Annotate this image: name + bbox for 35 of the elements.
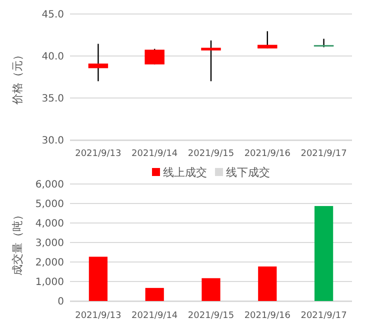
bar <box>88 256 108 301</box>
x-tick-label: 2021/9/13 <box>75 149 122 159</box>
y-tick-label: 5,000 <box>35 199 64 210</box>
x-tick-label: 2021/9/17 <box>300 149 347 159</box>
x-tick-label: 2021/9/16 <box>244 311 291 321</box>
y-tick-label: 0 <box>58 296 64 308</box>
y-axis-title: 价格（元） <box>11 50 24 106</box>
y-tick-label: 35.0 <box>42 94 64 104</box>
x-tick-label: 2021/9/14 <box>132 311 178 321</box>
y-axis-title: 成交量（吨） <box>11 210 24 276</box>
y-tick-label: 3,000 <box>35 238 64 249</box>
y-tick-label: 4,000 <box>35 218 64 230</box>
bar <box>314 206 334 301</box>
candlestick <box>88 43 108 82</box>
y-tick-label: 40.0 <box>42 52 64 62</box>
candlestick <box>258 30 278 50</box>
y-tick-label: 45.0 <box>42 10 64 20</box>
y-tick-label: 30.0 <box>42 136 64 146</box>
bar <box>202 278 220 301</box>
candlestick <box>144 48 164 65</box>
x-tick-label: 2021/9/15 <box>188 311 234 321</box>
y-tick-label: 2,000 <box>35 258 64 268</box>
candlestick <box>314 38 334 48</box>
y-tick-label: 1,000 <box>35 277 64 288</box>
x-tick-label: 2021/9/17 <box>300 311 347 321</box>
legend-label: 线上成交 <box>163 166 207 179</box>
y-tick-label: 6,000 <box>35 180 64 190</box>
x-tick-label: 2021/9/16 <box>244 149 291 159</box>
bar <box>258 266 277 301</box>
x-tick-label: 2021/9/15 <box>188 149 234 159</box>
x-tick-label: 2021/9/14 <box>132 149 178 159</box>
x-tick-label: 2021/9/13 <box>75 311 122 321</box>
legend-label: 线下成交 <box>226 166 270 179</box>
bar <box>145 288 164 301</box>
candlestick <box>201 40 221 82</box>
